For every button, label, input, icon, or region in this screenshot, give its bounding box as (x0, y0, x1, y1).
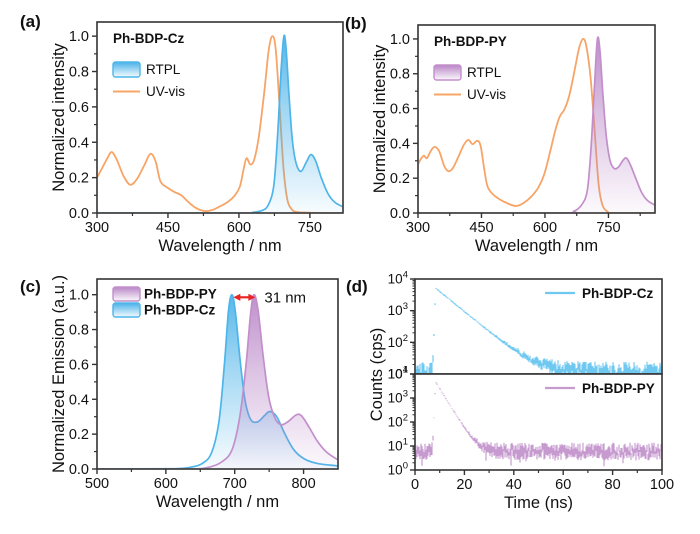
svg-text:UV-vis: UV-vis (146, 84, 185, 99)
svg-text:Normalized intensity: Normalized intensity (50, 42, 68, 191)
svg-text:103: 103 (388, 301, 408, 318)
panel-b-plot: 300 450 600 750 0.0 0.2 0.4 0.6 0.8 1.0 Wavelength… (371, 24, 656, 255)
svg-text:750: 750 (298, 220, 322, 236)
svg-text:102: 102 (388, 413, 408, 430)
svg-text:0.4: 0.4 (69, 392, 89, 408)
svg-text:RTPL: RTPL (146, 62, 181, 77)
panel-a-plot: 300 450 600 750 0.0 0.2 0.4 0.6 0.8 1.0 Wavelength… (50, 21, 344, 255)
svg-text:0.2: 0.2 (69, 171, 89, 187)
svg-text:0.6: 0.6 (69, 357, 89, 373)
svg-text:450: 450 (469, 220, 493, 236)
svg-text:80: 80 (605, 477, 621, 493)
svg-text:103: 103 (388, 389, 408, 406)
svg-text:100: 100 (388, 461, 408, 478)
svg-text:0.2: 0.2 (69, 427, 89, 443)
svg-text:0.0: 0.0 (69, 206, 89, 222)
svg-text:0.4: 0.4 (69, 135, 89, 151)
svg-text:Wavelength / nm: Wavelength / nm (156, 493, 279, 511)
svg-text:600: 600 (154, 476, 178, 492)
svg-text:800: 800 (291, 476, 315, 492)
svg-text:0.2: 0.2 (390, 171, 410, 187)
svg-text:Ph-BDP-Cz: Ph-BDP-Cz (113, 31, 184, 46)
svg-text:Normalized intensity: Normalized intensity (371, 44, 389, 193)
svg-text:20: 20 (456, 477, 472, 493)
svg-text:0.6: 0.6 (69, 100, 89, 116)
svg-text:0.8: 0.8 (390, 67, 410, 83)
svg-text:600: 600 (227, 220, 251, 236)
panel-label-d: (d) (346, 277, 368, 296)
svg-text:450: 450 (156, 220, 180, 236)
svg-text:Ph-BDP-PY: Ph-BDP-PY (434, 34, 507, 49)
svg-text:300: 300 (85, 220, 109, 236)
svg-text:Ph-BDP-Cz: Ph-BDP-Cz (144, 303, 215, 318)
svg-text:0.8: 0.8 (69, 65, 89, 81)
svg-text:0.8: 0.8 (69, 323, 89, 339)
svg-text:Wavelength / nm: Wavelength / nm (475, 237, 598, 255)
svg-text:RTPL: RTPL (467, 65, 502, 80)
svg-text:Normalized Emission (a.u.): Normalized Emission (a.u.) (50, 275, 68, 473)
panel-c-plot: 500 600 700 800 0.0 0.2 0.4 0.6 0.8 1.0 Wavelength… (50, 275, 339, 511)
svg-text:60: 60 (555, 477, 571, 493)
svg-text:Counts (cps): Counts (cps) (368, 328, 386, 422)
decay-trace-Ph-BDP-Cz (415, 287, 662, 374)
svg-text:0.4: 0.4 (390, 136, 410, 152)
svg-text:104: 104 (388, 270, 408, 287)
svg-text:102: 102 (388, 333, 408, 350)
svg-text:0.0: 0.0 (390, 206, 410, 222)
svg-text:101: 101 (388, 365, 408, 382)
svg-text:500: 500 (85, 476, 109, 492)
svg-text:1.0: 1.0 (390, 32, 410, 48)
svg-text:Time (ns): Time (ns) (504, 494, 573, 512)
panel-label-a: (a) (20, 12, 41, 31)
svg-text:100: 100 (650, 477, 674, 493)
svg-text:1.0: 1.0 (69, 288, 89, 304)
svg-text:40: 40 (506, 477, 522, 493)
svg-text:750: 750 (596, 220, 620, 236)
svg-text:104: 104 (388, 365, 408, 382)
svg-text:Wavelength / nm: Wavelength / nm (158, 237, 281, 255)
svg-text:0: 0 (411, 477, 419, 493)
svg-text:0.6: 0.6 (390, 102, 410, 118)
svg-text:600: 600 (533, 220, 557, 236)
svg-text:700: 700 (223, 476, 247, 492)
panel-label-c: (c) (20, 277, 41, 296)
svg-text:0.0: 0.0 (69, 462, 89, 478)
panel-d-plot: 104 103 102 101 Ph-BDP-Cz 104 103 102 101 100 Ph-B… (368, 270, 674, 513)
svg-text:31 nm: 31 nm (264, 289, 306, 306)
svg-text:300: 300 (406, 220, 430, 236)
panel-label-b: (b) (345, 14, 367, 33)
svg-text:UV-vis: UV-vis (467, 87, 506, 102)
svg-text:Ph-BDP-PY: Ph-BDP-PY (144, 287, 217, 302)
svg-text:101: 101 (388, 437, 408, 454)
svg-text:Ph-BDP-Cz: Ph-BDP-Cz (582, 286, 653, 301)
svg-text:1.0: 1.0 (69, 29, 89, 45)
decay-trace-Ph-BDP-PY (415, 382, 662, 467)
svg-text:Ph-BDP-PY: Ph-BDP-PY (582, 381, 655, 396)
